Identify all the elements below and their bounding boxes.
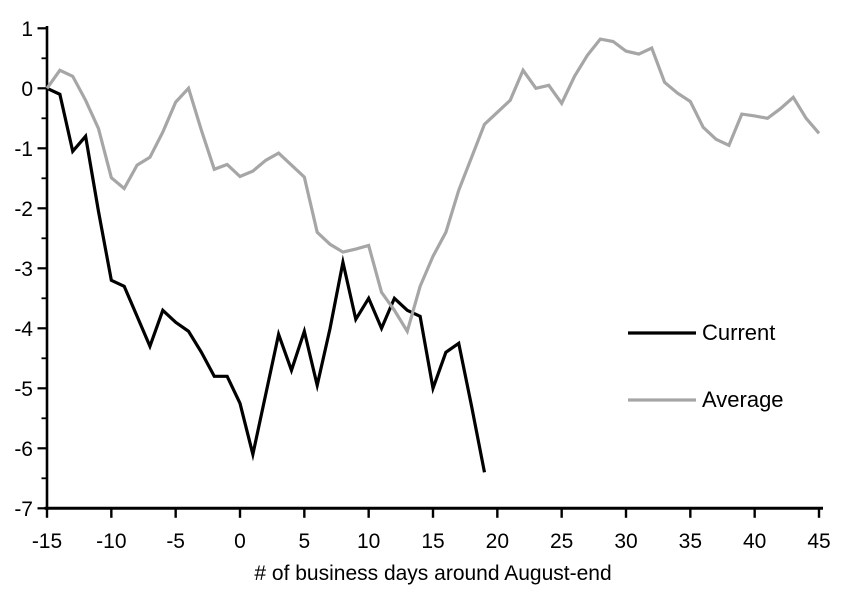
legend: Current Average (628, 320, 784, 412)
x-axis-ticks (45, 508, 821, 518)
x-tick-label: 25 (550, 530, 573, 553)
legend-average-label: Average (702, 387, 784, 412)
x-tick-label: -15 (32, 530, 62, 553)
y-tick-label: -5 (14, 378, 33, 401)
x-tick-label: 30 (614, 530, 637, 553)
y-tick-label: -7 (14, 498, 33, 521)
x-tick-label: 20 (486, 530, 509, 553)
x-tick-label: 10 (357, 530, 380, 553)
x-tick-label: -10 (96, 530, 126, 553)
x-tick-label: 40 (743, 530, 766, 553)
series-line-current (46, 86, 487, 473)
x-tick-label: 0 (234, 530, 246, 553)
y-axis-ticks (37, 27, 47, 510)
x-tick-label: 15 (421, 530, 444, 553)
y-tick-label: 0 (21, 78, 33, 101)
x-tick-label: 5 (298, 530, 310, 553)
y-tick-label: -4 (14, 318, 33, 341)
legend-current-label: Current (702, 320, 775, 345)
x-tick-label: -5 (166, 530, 185, 553)
x-tick-label: 45 (807, 530, 830, 553)
y-tick-label: 1 (21, 18, 33, 41)
y-axis-labels: 1 0 -1 -2 -3 -4 -5 -6 -7 (14, 18, 33, 521)
y-tick-label: -1 (14, 138, 33, 161)
y-tick-label: -3 (14, 258, 33, 281)
x-axis-labels: -15 -10 -5 0 5 10 15 20 25 30 35 40 45 (32, 530, 831, 553)
series-lines (45, 37, 821, 473)
x-tick-label: 35 (679, 530, 702, 553)
y-tick-label: -2 (14, 198, 33, 221)
x-axis-title: # of business days around August-end (254, 562, 611, 585)
series-line-average (45, 37, 821, 336)
y-tick-label: -6 (14, 438, 33, 461)
